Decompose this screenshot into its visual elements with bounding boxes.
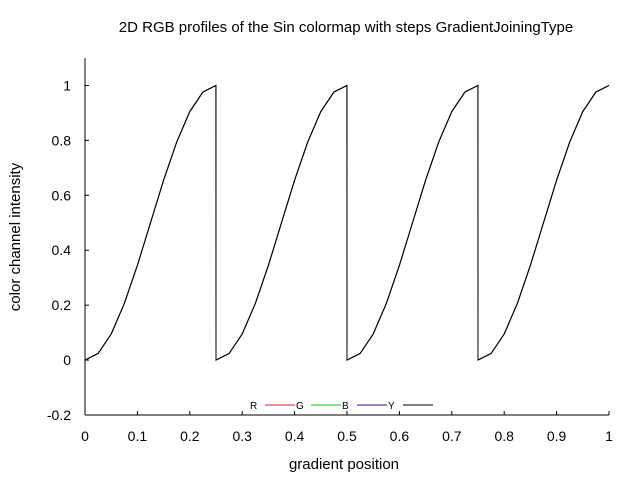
legend-label-g: G [296, 401, 304, 412]
legend-label-b: B [342, 401, 349, 412]
legend-label-y: Y [388, 401, 395, 412]
x-tick-label: 0.1 [128, 428, 148, 444]
x-tick-label: 0.2 [180, 428, 200, 444]
x-tick-label: 1 [605, 428, 613, 444]
series-group [84, 84, 610, 361]
legend-label-r: R [250, 401, 257, 412]
x-ticks: 0 0.1 0.2 0.3 0.4 0.5 0.6 0.7 0.8 0.9 1 [81, 411, 613, 444]
y-tick-label: 0 [63, 352, 71, 368]
chart-title: 2D RGB profiles of the Sin colormap with… [119, 19, 573, 36]
x-axis-label: gradient position [289, 456, 399, 473]
x-tick-label: 0.7 [442, 428, 462, 444]
x-tick-label: 0.5 [337, 428, 357, 444]
x-tick-label: 0.3 [232, 428, 252, 444]
y-tick-label: 0.2 [52, 297, 72, 313]
x-tick-label: 0 [81, 428, 89, 444]
y-ticks: -0.2 0 0.2 0.4 0.6 0.8 1 [47, 77, 89, 423]
x-tick-label: 0.6 [390, 428, 410, 444]
y-tick-label: 0.8 [52, 132, 72, 148]
y-tick-label: 1 [63, 77, 71, 93]
x-tick-label: 0.4 [285, 428, 305, 444]
y-tick-label: 0.6 [52, 187, 72, 203]
x-tick-label: 0.9 [547, 428, 567, 444]
y-tick-label: 0.4 [52, 242, 72, 258]
y-axis-label: color channel intensity [7, 162, 24, 311]
series-line-y [84, 84, 610, 361]
x-tick-label: 0.8 [494, 428, 514, 444]
y-tick-label: -0.2 [47, 407, 71, 423]
